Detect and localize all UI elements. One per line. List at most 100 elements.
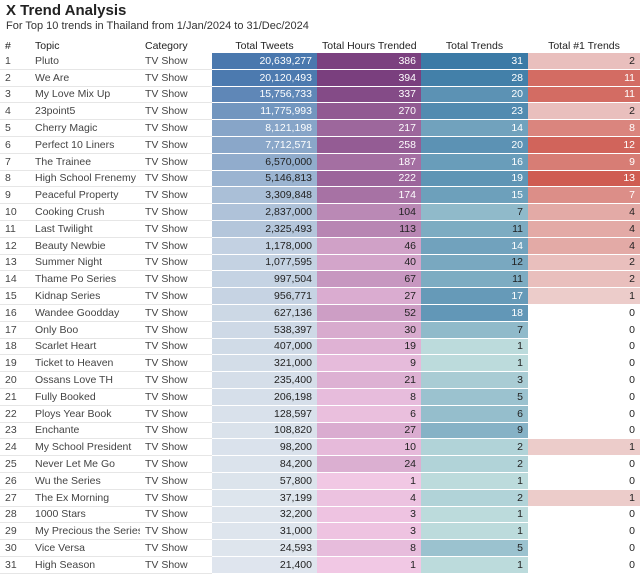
cell-topic: Summer Night: [30, 254, 140, 272]
cell-total-number-one-trends: 0: [528, 304, 640, 322]
cell-category: TV Show: [140, 321, 212, 339]
cell-rank: 2: [0, 69, 30, 87]
table-row[interactable]: 9 Peaceful Property TV Show 3,309,848 174 15 7: [0, 186, 640, 205]
cell-total-hours-trended: 337: [317, 86, 421, 104]
table-row[interactable]: 16 Wandee Goodday TV Show 627,136 52 18 0: [0, 304, 640, 322]
cell-total-number-one-trends: 0: [528, 556, 640, 574]
cell-category: TV Show: [140, 186, 212, 205]
cell-total-number-one-trends: 11: [528, 86, 640, 104]
cell-category: TV Show: [140, 388, 212, 406]
table-row[interactable]: 29 My Precious the Series TV Show 31,000 3 1 0: [0, 522, 640, 541]
table-row[interactable]: 28 1000 Stars TV Show 32,200 3 1 0: [0, 506, 640, 524]
cell-total-hours-trended: 27: [317, 422, 421, 440]
table-row[interactable]: 31 High Season TV Show 21,400 1 1 0: [0, 556, 640, 574]
table-row[interactable]: 21 Fully Booked TV Show 206,198 8 5 0: [0, 388, 640, 406]
cell-total-trends: 28: [421, 69, 528, 87]
cell-total-tweets: 1,178,000: [212, 237, 317, 255]
column-header-total-hours-trended[interactable]: Total Hours Trended: [322, 40, 417, 52]
cell-rank: 13: [0, 254, 30, 272]
cell-total-hours-trended: 21: [317, 371, 421, 389]
cell-category: TV Show: [140, 119, 212, 137]
column-header-total-trends[interactable]: Total Trends: [445, 40, 504, 52]
cell-total-hours-trended: 217: [317, 119, 421, 137]
table-row[interactable]: 18 Scarlet Heart TV Show 407,000 19 1 0: [0, 338, 640, 356]
table-row[interactable]: 17 Only Boo TV Show 538,397 30 7 0: [0, 321, 640, 339]
cell-total-hours-trended: 8: [317, 388, 421, 406]
cell-rank: 24: [0, 438, 30, 457]
column-header-rank[interactable]: #: [5, 40, 11, 52]
table-row[interactable]: 12 Beauty Newbie TV Show 1,178,000 46 14 4: [0, 237, 640, 255]
cell-topic: Only Boo: [30, 321, 140, 339]
cell-total-trends: 23: [421, 102, 528, 121]
cell-total-hours-trended: 9: [317, 354, 421, 373]
table-row[interactable]: 19 Ticket to Heaven TV Show 321,000 9 1 0: [0, 354, 640, 373]
table-row[interactable]: 22 Ploys Year Book TV Show 128,597 6 6 0: [0, 405, 640, 423]
table-row[interactable]: 4 23point5 TV Show 11,775,993 270 23 2: [0, 102, 640, 121]
cell-total-trends: 5: [421, 539, 528, 557]
cell-total-number-one-trends: 9: [528, 153, 640, 171]
cell-rank: 3: [0, 86, 30, 104]
cell-rank: 25: [0, 455, 30, 473]
table-row[interactable]: 15 Kidnap Series TV Show 956,771 27 17 1: [0, 287, 640, 305]
column-header-topic[interactable]: Topic: [35, 40, 60, 52]
table-row[interactable]: 14 Thame Po Series TV Show 997,504 67 11 2: [0, 270, 640, 289]
cell-total-tweets: 108,820: [212, 422, 317, 440]
table-row[interactable]: 7 The Trainee TV Show 6,570,000 187 16 9: [0, 153, 640, 171]
cell-rank: 29: [0, 522, 30, 541]
cell-total-hours-trended: 19: [317, 338, 421, 356]
cell-category: TV Show: [140, 237, 212, 255]
table-row[interactable]: 24 My School President TV Show 98,200 10 2 1: [0, 438, 640, 457]
table-row[interactable]: 5 Cherry Magic TV Show 8,121,198 217 14 8: [0, 119, 640, 137]
cell-topic: 23point5: [30, 102, 140, 121]
table-header: # Topic Category Total Tweets Total Hour…: [0, 39, 640, 53]
cell-total-number-one-trends: 0: [528, 405, 640, 423]
table-row[interactable]: 30 Vice Versa TV Show 24,593 8 5 0: [0, 539, 640, 557]
cell-rank: 14: [0, 270, 30, 289]
table-row[interactable]: 3 My Love Mix Up TV Show 15,756,733 337 20 11: [0, 86, 640, 104]
cell-category: TV Show: [140, 422, 212, 440]
cell-category: TV Show: [140, 102, 212, 121]
table-row[interactable]: 20 Ossans Love TH TV Show 235,400 21 3 0: [0, 371, 640, 389]
table-row[interactable]: 8 High School Frenemy TV Show 5,146,813 222 1…: [0, 170, 640, 188]
cell-total-tweets: 1,077,595: [212, 254, 317, 272]
cell-total-hours-trended: 222: [317, 170, 421, 188]
cell-category: TV Show: [140, 556, 212, 574]
cell-total-tweets: 20,639,277: [212, 53, 317, 70]
cell-total-trends: 1: [421, 556, 528, 574]
cell-topic: High Season: [30, 556, 140, 574]
cell-total-trends: 17: [421, 287, 528, 305]
cell-rank: 11: [0, 220, 30, 238]
cell-category: TV Show: [140, 338, 212, 356]
cell-total-number-one-trends: 4: [528, 203, 640, 221]
cell-total-trends: 18: [421, 304, 528, 322]
table-row[interactable]: 23 Enchante TV Show 108,820 27 9 0: [0, 422, 640, 440]
cell-topic: Enchante: [30, 422, 140, 440]
cell-total-hours-trended: 3: [317, 522, 421, 541]
table-row[interactable]: 26 Wu the Series TV Show 57,800 1 1 0: [0, 472, 640, 490]
column-header-category[interactable]: Category: [145, 40, 188, 52]
cell-total-tweets: 5,146,813: [212, 170, 317, 188]
table-row[interactable]: 2 We Are TV Show 20,120,493 394 28 11: [0, 69, 640, 87]
table-row[interactable]: 6 Perfect 10 Liners TV Show 7,712,571 258 20 1…: [0, 136, 640, 154]
cell-rank: 19: [0, 354, 30, 373]
cell-total-trends: 20: [421, 86, 528, 104]
cell-total-tweets: 627,136: [212, 304, 317, 322]
table-row[interactable]: 27 The Ex Morning TV Show 37,199 4 2 1: [0, 489, 640, 507]
cell-topic: Last Twilight: [30, 220, 140, 238]
cell-total-hours-trended: 30: [317, 321, 421, 339]
cell-total-tweets: 37,199: [212, 489, 317, 507]
cell-total-number-one-trends: 0: [528, 455, 640, 473]
table-row[interactable]: 10 Cooking Crush TV Show 2,837,000 104 7 4: [0, 203, 640, 221]
column-header-total-number-one-trends[interactable]: Total #1 Trends: [548, 40, 620, 52]
table-row[interactable]: 13 Summer Night TV Show 1,077,595 40 12 2: [0, 254, 640, 272]
column-header-total-tweets[interactable]: Total Tweets: [235, 40, 294, 52]
cell-total-number-one-trends: 7: [528, 186, 640, 205]
cell-total-trends: 1: [421, 522, 528, 541]
cell-total-number-one-trends: 11: [528, 69, 640, 87]
cell-total-trends: 2: [421, 438, 528, 457]
cell-rank: 12: [0, 237, 30, 255]
table-row[interactable]: 11 Last Twilight TV Show 2,325,493 113 11 4: [0, 220, 640, 238]
cell-total-number-one-trends: 0: [528, 321, 640, 339]
table-row[interactable]: 25 Never Let Me Go TV Show 84,200 24 2 0: [0, 455, 640, 473]
table-row[interactable]: 1 Pluto TV Show 20,639,277 386 31 2: [0, 53, 640, 70]
